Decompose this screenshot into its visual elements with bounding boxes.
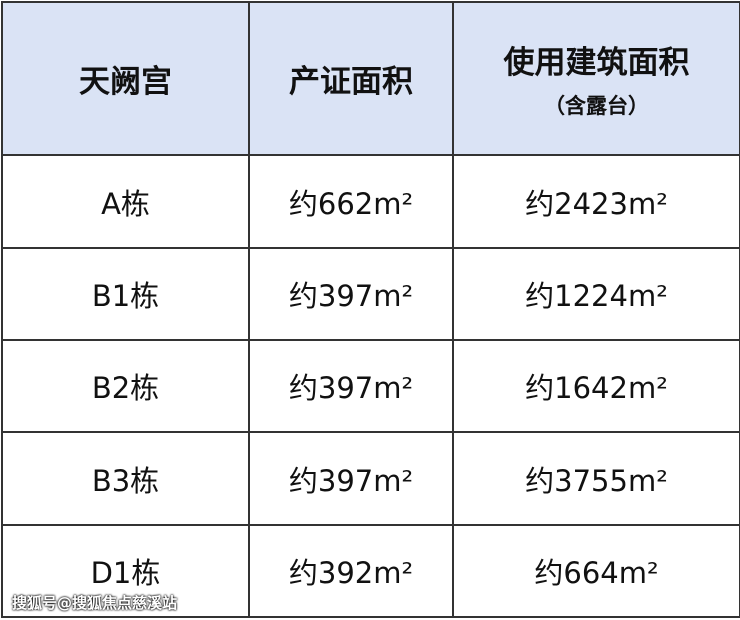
table-row: A栋 约662m² 约2423m²: [1, 154, 740, 249]
table-row: B2栋 约397m² 约1642m²: [1, 339, 740, 434]
table-cell: B2栋: [1, 339, 250, 434]
header-text: 天阙宫: [79, 64, 172, 101]
watermark: 搜狐号@搜狐焦点慈溪站: [12, 594, 178, 612]
table-cell: D1栋: [1, 523, 250, 619]
table-cell: A栋: [1, 154, 250, 249]
table-cell: 约3755m²: [452, 431, 740, 526]
table-cell: 约662m²: [248, 154, 454, 249]
table-row: D1栋 约392m² 约664m²: [1, 523, 740, 619]
header-cell: 使用建筑面积 （含露台）: [452, 0, 740, 157]
header-note: （含露台）: [544, 94, 649, 119]
table-cell: 约397m²: [248, 431, 454, 526]
header-cell: 天阙宫: [1, 0, 250, 157]
header-text: 产证面积: [289, 64, 413, 101]
table-cell: B1栋: [1, 246, 250, 342]
table-cell: 约397m²: [248, 246, 454, 342]
table-cell: 约664m²: [452, 523, 740, 619]
table-cell: B3栋: [1, 431, 250, 526]
header-text: 使用建筑面积: [503, 45, 690, 82]
table-cell: 约2423m²: [452, 154, 740, 249]
table-cell: 约397m²: [248, 339, 454, 434]
table-cell: 约1642m²: [452, 339, 740, 434]
header-cell: 产证面积: [248, 0, 454, 157]
table-cell: 约392m²: [248, 523, 454, 619]
header-row: 天阙宫 产证面积 使用建筑面积 （含露台）: [1, 0, 740, 157]
table-cell: 约1224m²: [452, 246, 740, 342]
table-row: B3栋 约397m² 约3755m²: [1, 431, 740, 526]
table-row: B1栋 约397m² 约1224m²: [1, 246, 740, 342]
